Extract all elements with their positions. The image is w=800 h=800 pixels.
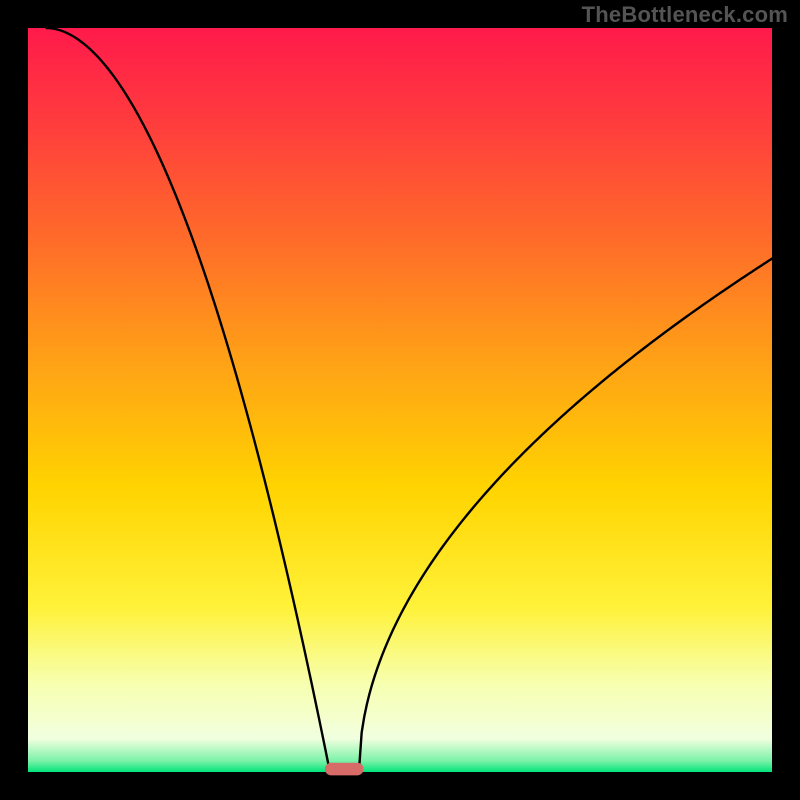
plot-background [28,28,772,772]
bottleneck-chart [0,0,800,800]
chart-stage: TheBottleneck.com [0,0,800,800]
watermark-text: TheBottleneck.com [582,2,788,28]
optimum-marker [325,763,364,776]
